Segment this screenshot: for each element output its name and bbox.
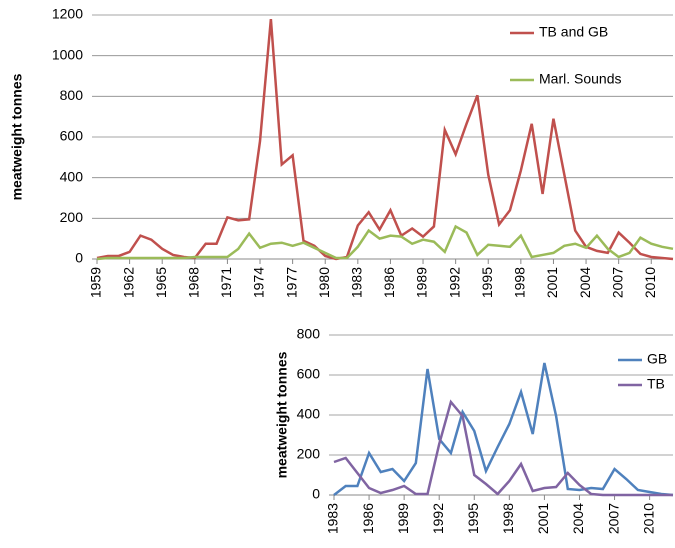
- x-tick-label: 1989: [414, 267, 430, 298]
- y-axis-label: meatweight tonnes: [9, 73, 25, 200]
- x-tick-label: 2010: [642, 267, 658, 298]
- legend-label: TB: [647, 376, 665, 392]
- x-tick-label: 1980: [316, 267, 332, 298]
- y-tick-label: 800: [60, 87, 84, 103]
- x-tick-label: 1962: [120, 267, 136, 298]
- y-tick-label: 1200: [52, 6, 83, 22]
- x-tick-label: 2007: [609, 267, 625, 298]
- x-tick-label: 1974: [251, 267, 267, 298]
- x-tick-label: 1977: [283, 267, 299, 298]
- x-tick-label: 1965: [153, 267, 169, 298]
- series-line: [333, 362, 674, 497]
- y-tick-label: 600: [60, 128, 84, 144]
- y-axis-label: meatweight tonnes: [274, 351, 290, 478]
- x-tick-label: 1986: [360, 503, 376, 534]
- y-tick-label: 800: [297, 326, 321, 342]
- series-line: [333, 399, 673, 497]
- series-line: [96, 224, 674, 261]
- x-tick-label: 2001: [535, 503, 551, 534]
- legend-label: TB and GB: [539, 24, 608, 40]
- x-tick-label: 1959: [88, 267, 104, 298]
- x-tick-label: 2004: [570, 503, 586, 534]
- legend-label: GB: [647, 351, 667, 367]
- x-tick-label: 1983: [349, 267, 365, 298]
- x-tick-label: 2001: [544, 267, 560, 298]
- x-tick-label: 1995: [479, 267, 495, 298]
- x-tick-label: 1986: [381, 267, 397, 298]
- y-tick-label: 400: [297, 406, 321, 422]
- y-tick-label: 400: [60, 168, 84, 184]
- x-tick-label: 1992: [446, 267, 462, 298]
- y-tick-label: 600: [297, 366, 321, 382]
- x-tick-label: 1998: [500, 503, 516, 534]
- x-tick-label: 2004: [577, 267, 593, 298]
- x-tick-label: 1983: [325, 503, 341, 534]
- x-tick-label: 1995: [465, 503, 481, 534]
- x-tick-label: 2010: [640, 503, 656, 534]
- legend-label: Marl. Sounds: [539, 71, 621, 87]
- x-tick-label: 1968: [186, 267, 202, 298]
- y-tick-label: 0: [75, 250, 83, 266]
- series-line: [96, 18, 674, 261]
- x-tick-label: 2007: [605, 503, 621, 534]
- y-tick-label: 200: [60, 209, 84, 225]
- y-tick-label: 0: [312, 486, 320, 502]
- y-tick-label: 1000: [52, 46, 83, 62]
- x-tick-label: 1998: [512, 267, 528, 298]
- x-tick-label: 1989: [395, 503, 411, 534]
- y-tick-label: 200: [297, 446, 321, 462]
- x-tick-label: 1992: [430, 503, 446, 534]
- x-tick-label: 1971: [218, 267, 234, 298]
